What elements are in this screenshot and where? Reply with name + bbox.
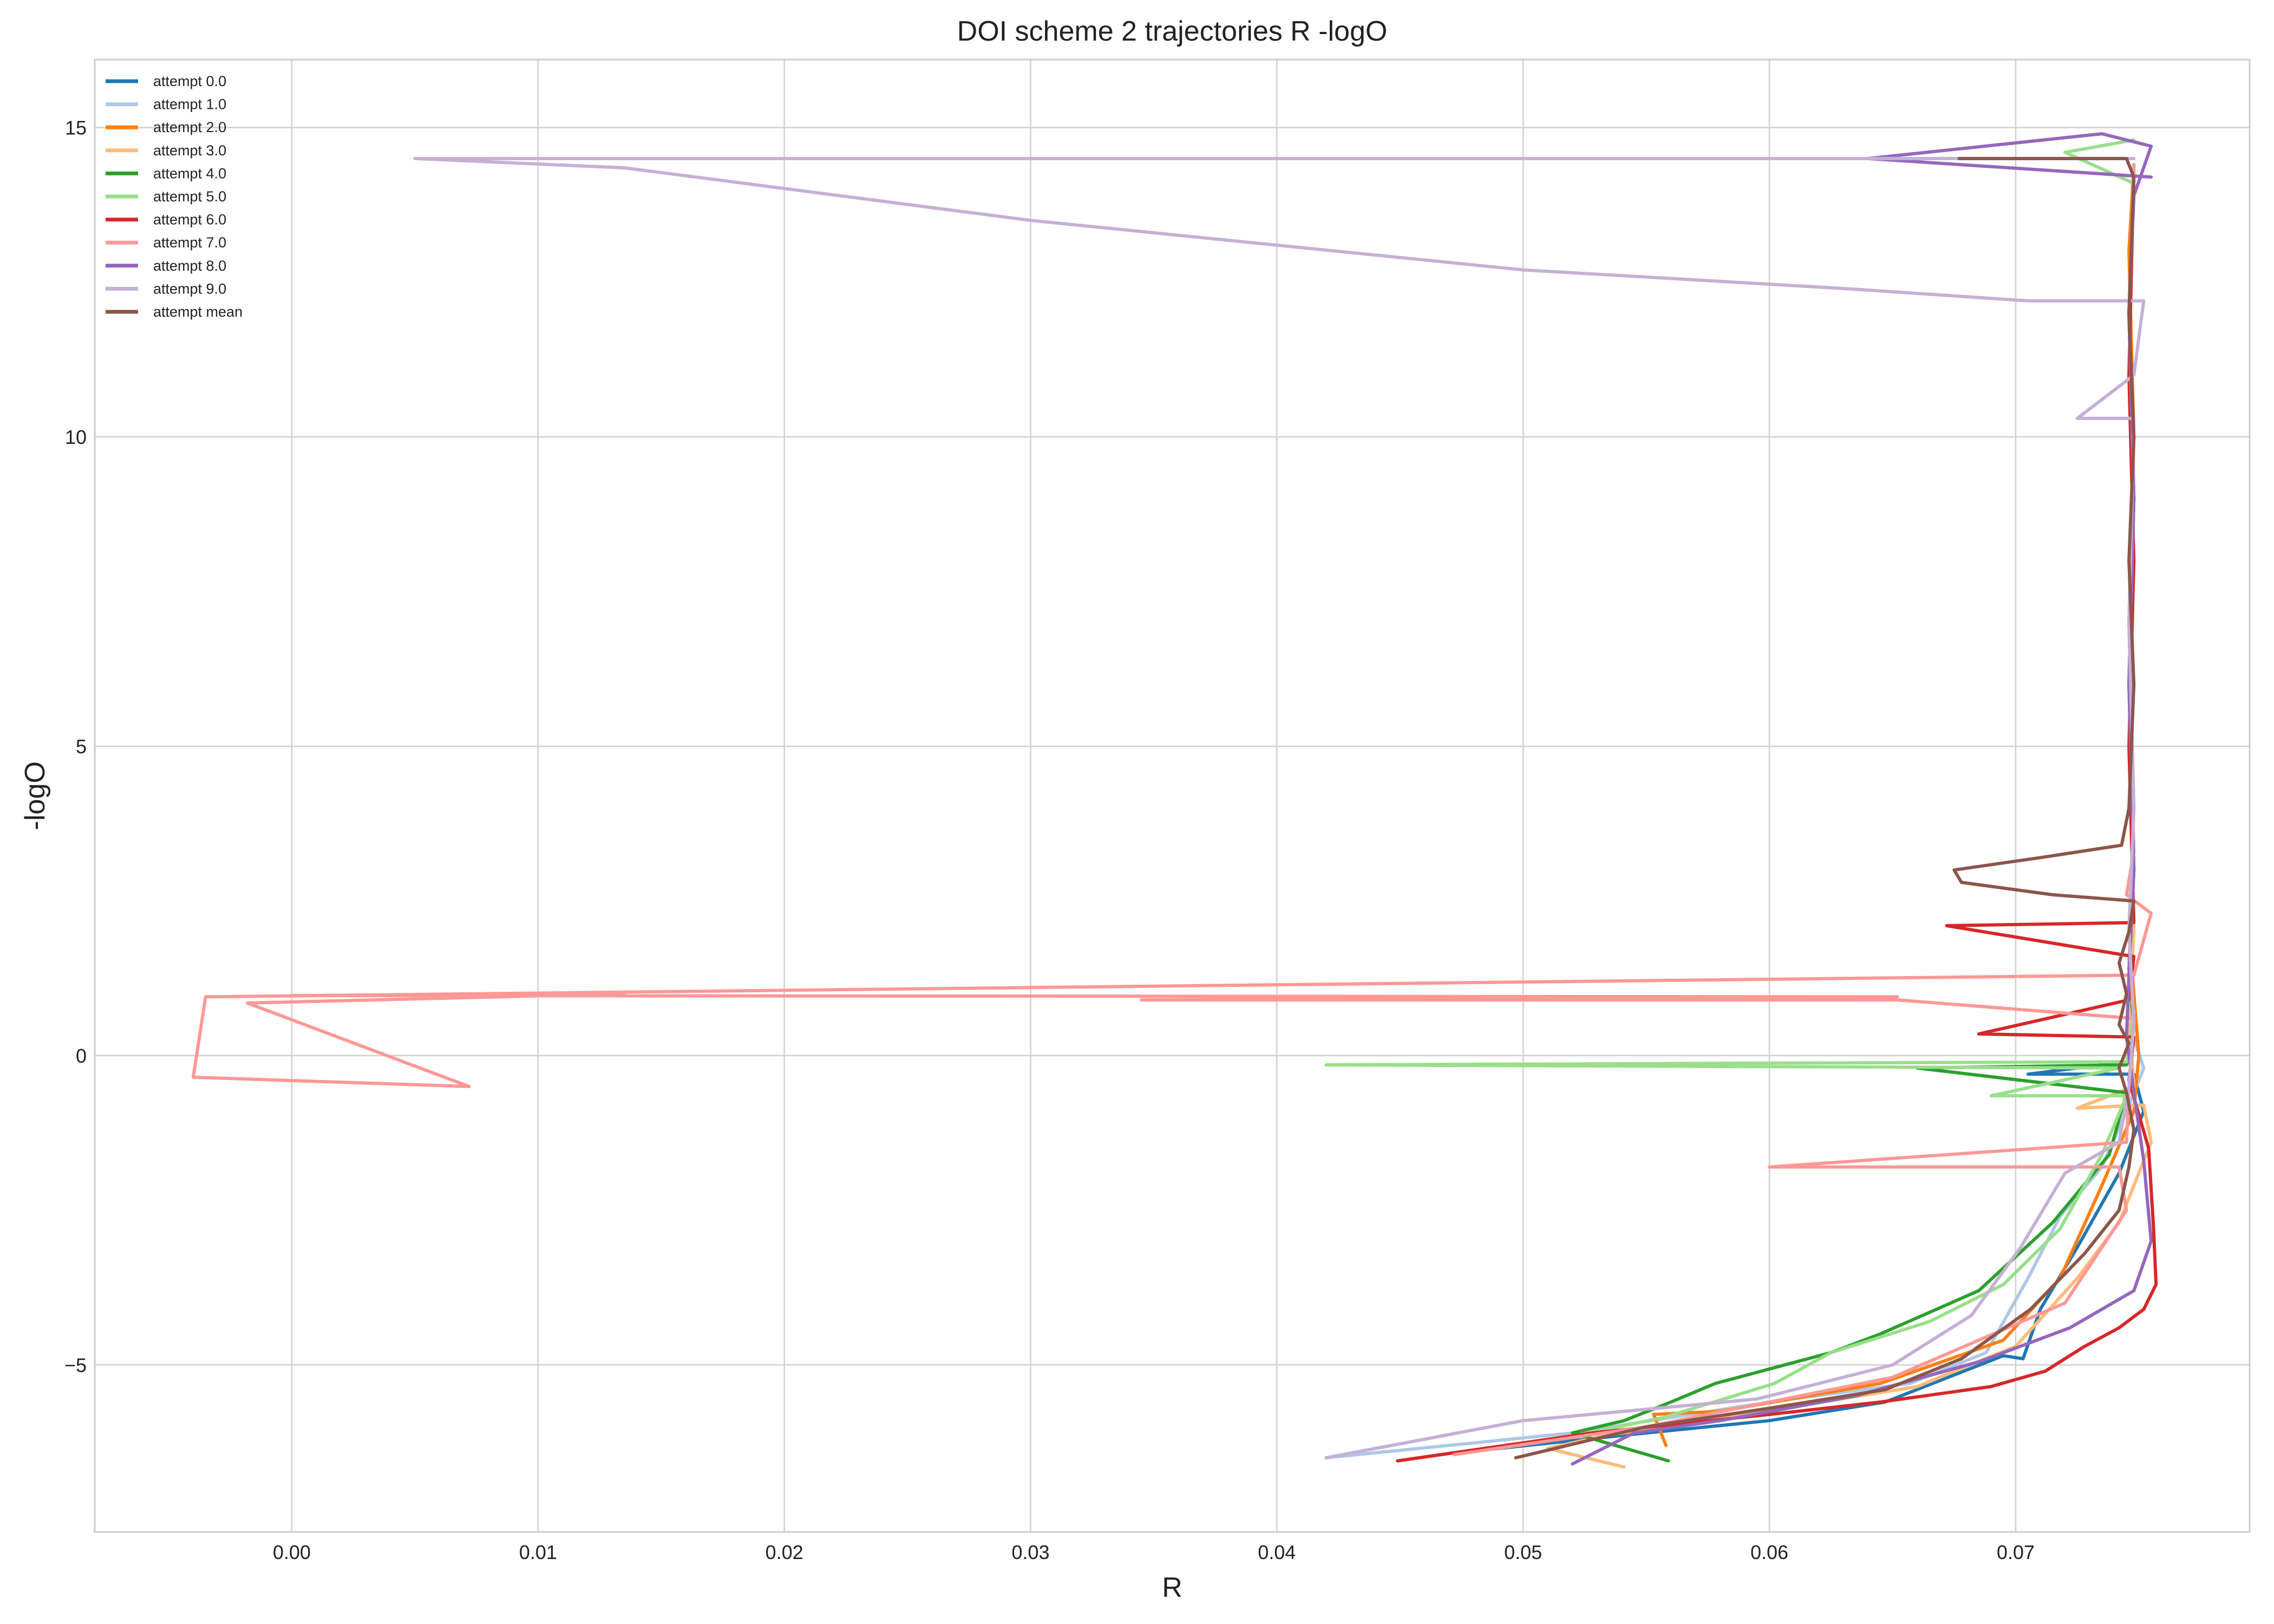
x-tick-label: 0.02: [766, 1541, 803, 1563]
series-layer: [191, 132, 2158, 1469]
legend-label: attempt mean: [153, 304, 243, 320]
y-tick-label: −5: [64, 1354, 87, 1376]
legend-label: attempt 5.0: [153, 188, 226, 205]
legend-label: attempt 0.0: [153, 73, 226, 89]
legend-label: attempt 9.0: [153, 280, 226, 297]
x-tick-label: 0.06: [1750, 1541, 1788, 1563]
plot-frame: [94, 58, 2251, 1533]
y-tick-label: 5: [76, 736, 87, 758]
legend-label: attempt 8.0: [153, 258, 226, 274]
legend: attempt 0.0 attempt 1.0 attempt 2.0 attempt…: [106, 73, 243, 320]
series-line: [1514, 156, 2136, 1459]
x-tick-label: 0.04: [1258, 1541, 1296, 1563]
legend-label: attempt 1.0: [153, 96, 226, 113]
x-tick-label: 0.00: [273, 1541, 311, 1563]
legend-label: attempt 6.0: [153, 212, 226, 228]
grid-lines: [95, 60, 2250, 1532]
chart-title: DOI scheme 2 trajectories R -logO: [957, 16, 1388, 47]
series-line: [413, 156, 2146, 1459]
y-tick-label: 0: [76, 1045, 87, 1067]
y-tick-label: 10: [65, 426, 87, 448]
legend-label: attempt 3.0: [153, 142, 226, 159]
x-tick-label: 0.05: [1504, 1541, 1542, 1563]
x-tick-label: 0.03: [1011, 1541, 1049, 1563]
x-axis-label: R: [1162, 1572, 1182, 1603]
y-tick-label: 15: [65, 117, 87, 139]
x-tick-label: 0.01: [519, 1541, 557, 1563]
y-axis-label: -logO: [19, 761, 51, 830]
legend-label: attempt 7.0: [153, 234, 226, 251]
legend-label: attempt 2.0: [153, 119, 226, 135]
tick-labels: 0.00 0.01 0.02 0.03 0.04 0.05 0.06 0.07 −5 0 5 10 15: [64, 117, 2035, 1563]
x-tick-label: 0.07: [1997, 1541, 2035, 1563]
legend-label: attempt 4.0: [153, 165, 226, 181]
